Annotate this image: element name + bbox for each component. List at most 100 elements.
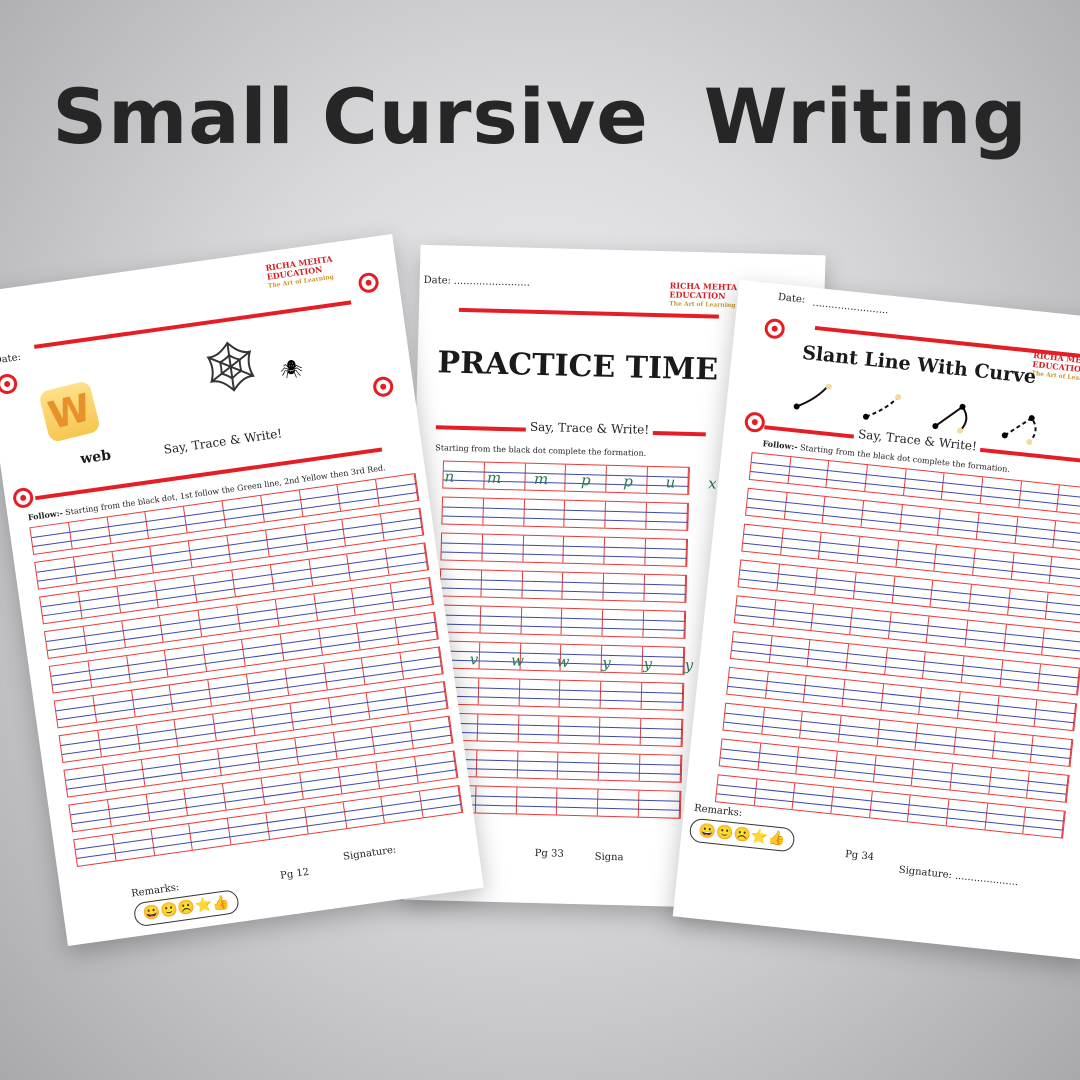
grid-cell xyxy=(64,765,107,797)
grid-cell xyxy=(400,647,443,679)
grid-cell xyxy=(559,716,601,744)
grid-cell xyxy=(522,571,564,599)
grid-cell xyxy=(481,570,523,598)
grid-cell xyxy=(343,796,386,829)
brand-logo: RICHA MEHTA EDUCATION The Art of Learning xyxy=(669,280,738,310)
grid-cell xyxy=(275,594,318,626)
grid-cell xyxy=(440,569,482,597)
grid-cell xyxy=(835,751,877,782)
grid-cell xyxy=(328,692,371,725)
grid-cell xyxy=(198,605,241,637)
date-label: Date: xyxy=(423,274,452,287)
grid-cell xyxy=(746,488,788,519)
grid-cell xyxy=(405,682,448,714)
grid-cell xyxy=(478,678,520,706)
grid-cell xyxy=(719,739,761,770)
grid-cell xyxy=(1000,660,1042,691)
grid-cell xyxy=(796,747,838,778)
grid-cell xyxy=(35,557,78,589)
grid-cell xyxy=(600,681,643,709)
grid-cell xyxy=(376,474,419,506)
grid-cell xyxy=(381,791,424,823)
grid-cell xyxy=(1027,771,1069,802)
grid-cell xyxy=(121,615,164,648)
grid-cell xyxy=(112,546,155,578)
grid-cell xyxy=(646,502,688,530)
grid-cell xyxy=(59,730,102,762)
grid-cell xyxy=(996,696,1038,727)
grid-cell xyxy=(1034,700,1077,731)
remarks-icons: 😀🙂☹️⭐👍 xyxy=(688,817,796,853)
grid-cell xyxy=(151,823,194,856)
grid-row xyxy=(438,604,687,639)
grid-cell xyxy=(107,794,150,826)
grid-cell xyxy=(338,762,381,794)
grid-cell xyxy=(892,576,934,607)
page-number: Pg 34 xyxy=(844,849,875,863)
stroke-examples xyxy=(793,383,1037,445)
grid-cell xyxy=(73,552,116,584)
spider-icon: 🕷 xyxy=(278,357,305,382)
grid-cell xyxy=(946,799,988,830)
grid-cell xyxy=(299,484,342,517)
grid-cell xyxy=(807,640,850,671)
grid-cell xyxy=(160,610,203,642)
grid-cell xyxy=(639,754,682,782)
grid-cell xyxy=(415,751,458,783)
grid-cell xyxy=(213,709,256,741)
grid-cell xyxy=(942,473,984,504)
grid-cell xyxy=(1057,485,1080,516)
grid-cell xyxy=(1046,592,1080,623)
grid-cell xyxy=(560,680,602,708)
grid-cell xyxy=(992,732,1034,762)
grid-cell xyxy=(758,743,800,774)
grid-cell xyxy=(126,650,169,682)
grid-cell xyxy=(602,609,645,637)
worksheet-letter-w: Date: RICHA MEHTA EDUCATION The Art of Lea… xyxy=(0,233,484,947)
grid-cell xyxy=(40,592,83,624)
grid-cell xyxy=(884,648,927,679)
grid-cell xyxy=(903,469,945,500)
grid-cell xyxy=(30,522,73,554)
grid-cell xyxy=(715,775,758,806)
grid-cell xyxy=(518,715,560,743)
tracing-grid xyxy=(29,473,464,874)
grid-cell xyxy=(969,584,1011,615)
grid-cell xyxy=(93,690,136,722)
grid-cell xyxy=(367,687,410,719)
grid-cell xyxy=(442,497,484,525)
grid-cell xyxy=(765,671,807,702)
grid-cell xyxy=(754,779,796,810)
grid-cell xyxy=(270,559,313,591)
grid-cell xyxy=(643,610,686,638)
grid-cell xyxy=(410,716,453,748)
tracing-grid xyxy=(714,452,1080,847)
grid-cell xyxy=(357,618,400,650)
grid-cell xyxy=(598,789,640,817)
grid-cell xyxy=(1019,481,1061,512)
grid-cell xyxy=(838,715,881,746)
grid-cell xyxy=(738,560,780,591)
grid-cell xyxy=(644,574,687,602)
grid-cell xyxy=(899,505,942,535)
brand-logo: RICHA MEHTA EDUCATION The Art of Learning xyxy=(264,253,335,290)
grid-cell xyxy=(1015,517,1057,548)
grid-cell xyxy=(599,717,642,745)
grid-row xyxy=(439,568,688,603)
grid-cell xyxy=(107,511,150,544)
grid-cell xyxy=(347,548,390,581)
grid-cell xyxy=(441,533,483,561)
instruction: Starting from the black dot complete the… xyxy=(435,443,647,458)
grid-row xyxy=(435,712,684,747)
grid-cell xyxy=(934,544,976,575)
grid-cell xyxy=(800,711,842,742)
grid-cell xyxy=(256,738,299,770)
grid-row xyxy=(434,748,683,783)
grid-cell xyxy=(742,524,784,555)
grid-cell xyxy=(811,604,853,635)
grid-cell xyxy=(1049,557,1080,587)
grid-cell xyxy=(179,749,222,781)
date-label: Date: xyxy=(0,351,22,367)
grid-cell xyxy=(641,682,684,710)
signature-label: Signature: .................... xyxy=(898,864,1019,889)
